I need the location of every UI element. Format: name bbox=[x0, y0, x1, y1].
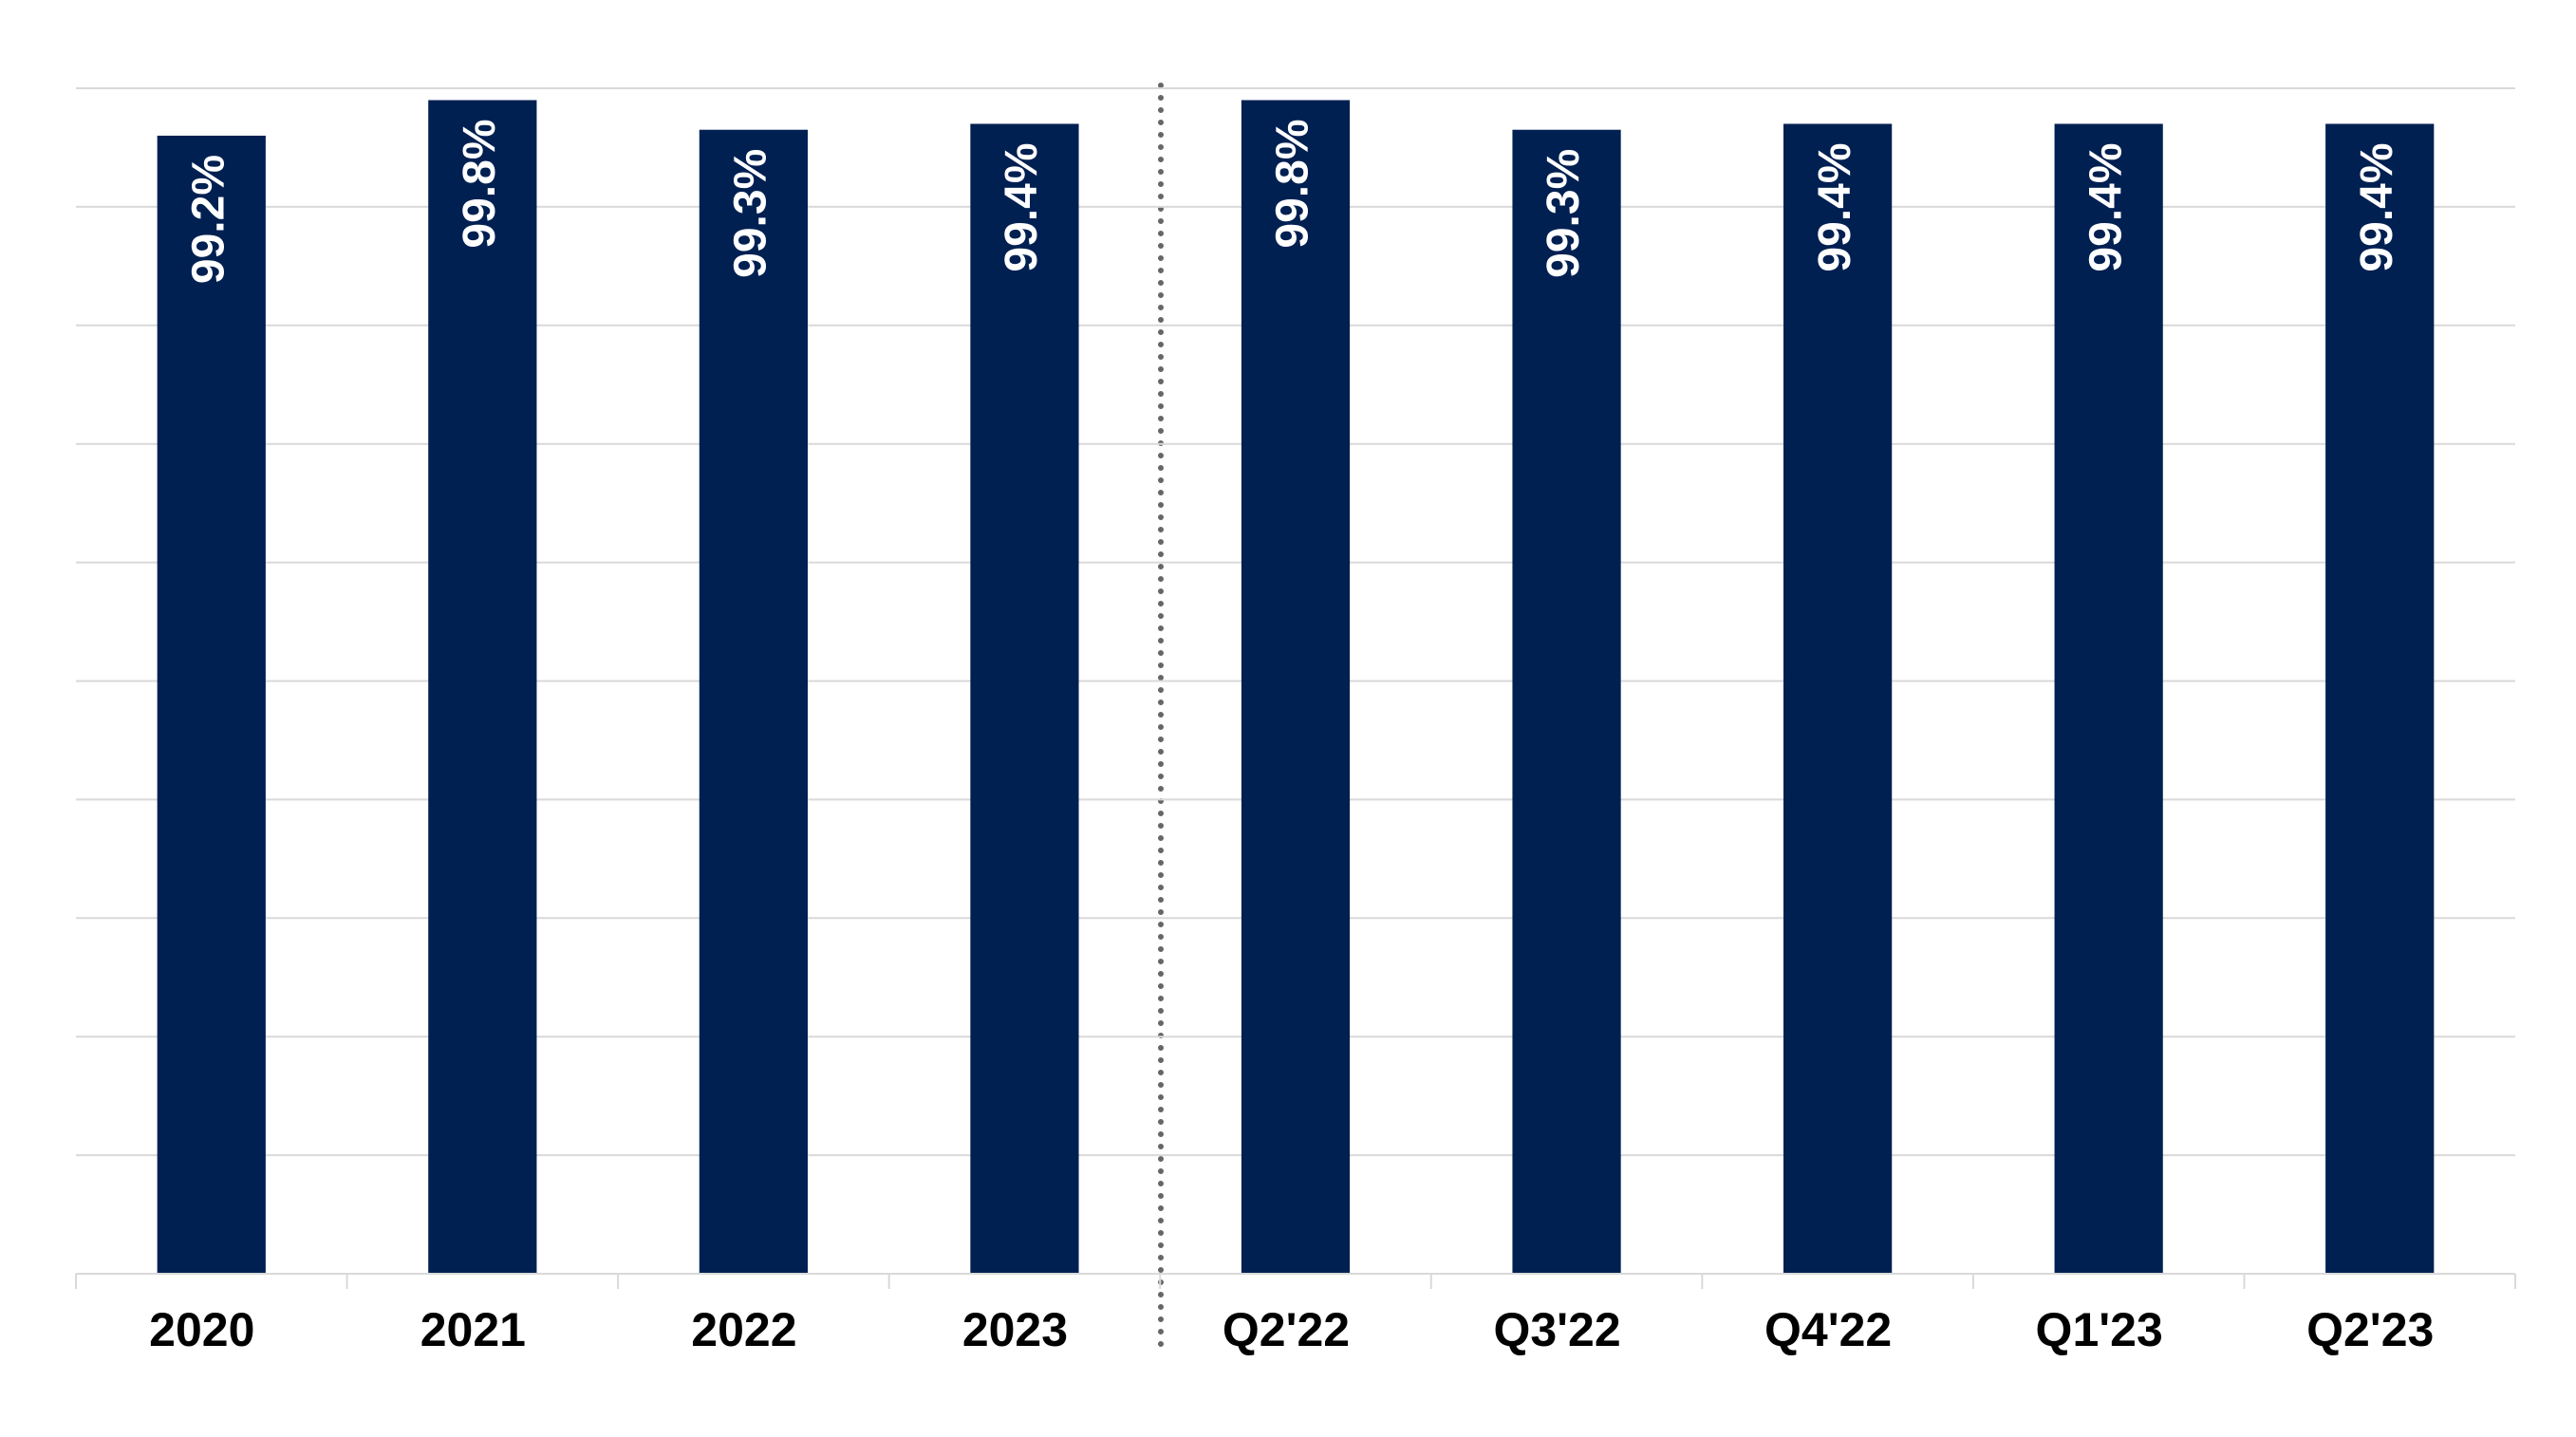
x-tick-label: Q1'23 bbox=[2036, 1303, 2163, 1356]
bar bbox=[1241, 100, 1351, 1275]
value-label: 99.3% bbox=[726, 149, 776, 278]
bar bbox=[157, 135, 266, 1275]
bar bbox=[2054, 123, 2163, 1275]
x-tick-label: 2020 bbox=[149, 1303, 254, 1356]
value-label: 99.4% bbox=[2352, 142, 2402, 271]
value-label: 99.8% bbox=[1268, 119, 1318, 248]
value-label: 99.4% bbox=[997, 142, 1047, 271]
value-label: 99.4% bbox=[2081, 142, 2131, 271]
value-label: 99.2% bbox=[183, 155, 233, 284]
bar bbox=[2325, 123, 2435, 1275]
value-label: 99.3% bbox=[1539, 149, 1589, 278]
x-tick-label: Q3'22 bbox=[1493, 1303, 1620, 1356]
x-tick-label: 2023 bbox=[962, 1303, 1068, 1356]
bar bbox=[428, 100, 537, 1275]
x-tick-label: 2022 bbox=[691, 1303, 796, 1356]
bar bbox=[1512, 129, 1621, 1275]
value-label: 99.4% bbox=[1810, 142, 1860, 271]
bar bbox=[970, 123, 1079, 1275]
bar bbox=[699, 129, 808, 1275]
bar bbox=[1783, 123, 1893, 1275]
x-tick-label: Q2'22 bbox=[1223, 1303, 1350, 1356]
x-tick-label: Q4'22 bbox=[1764, 1303, 1892, 1356]
value-label: 99.8% bbox=[455, 119, 505, 248]
x-tick-label: 2021 bbox=[420, 1303, 526, 1356]
x-tick-label: Q2'23 bbox=[2306, 1303, 2434, 1356]
